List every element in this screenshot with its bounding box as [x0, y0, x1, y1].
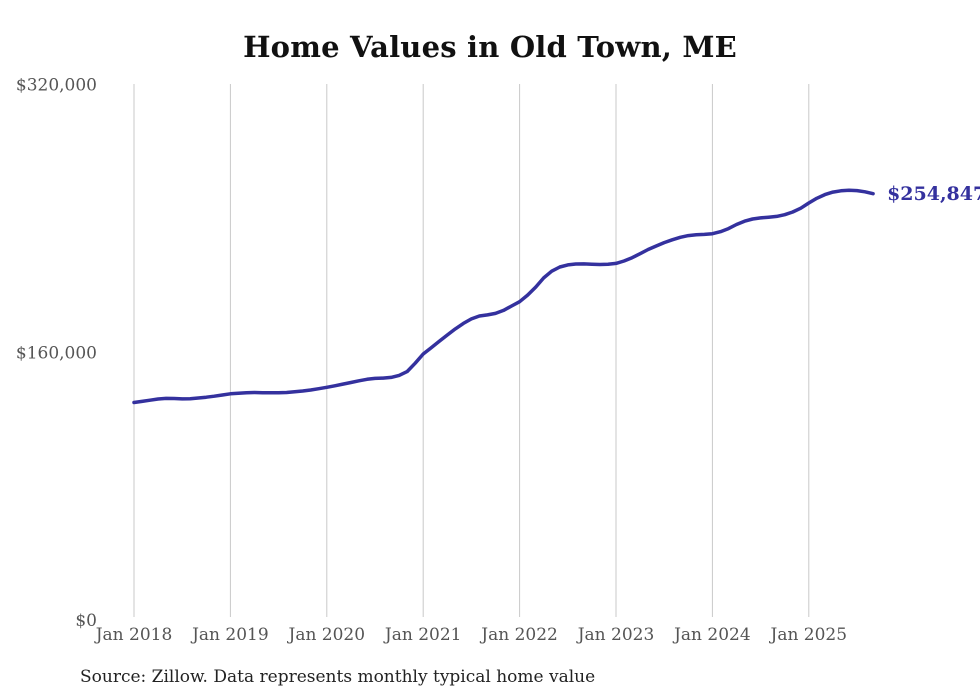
x-axis-tick-label: Jan 2022 — [479, 625, 558, 645]
y-axis-tick-label: $320,000 — [16, 76, 97, 96]
latest-value-label: $254,847 — [887, 183, 980, 205]
x-axis-tick-label: Jan 2018 — [94, 625, 173, 645]
x-axis-tick-label: Jan 2025 — [769, 625, 848, 645]
y-axis-tick-label: $160,000 — [16, 343, 97, 363]
x-axis-tick-label: Jan 2021 — [383, 625, 462, 645]
x-axis-tick-label: Jan 2024 — [672, 625, 751, 645]
home-value-line — [132, 188, 875, 405]
x-axis-tick-label: Jan 2019 — [190, 625, 269, 645]
source-note: Source: Zillow. Data represents monthly … — [80, 667, 596, 687]
y-axis-tick-label: $0 — [75, 611, 97, 631]
x-axis-tick-label: Jan 2023 — [576, 625, 655, 645]
x-axis-tick-label: Jan 2020 — [287, 625, 366, 645]
chart-title: Home Values in Old Town, ME — [243, 30, 737, 64]
